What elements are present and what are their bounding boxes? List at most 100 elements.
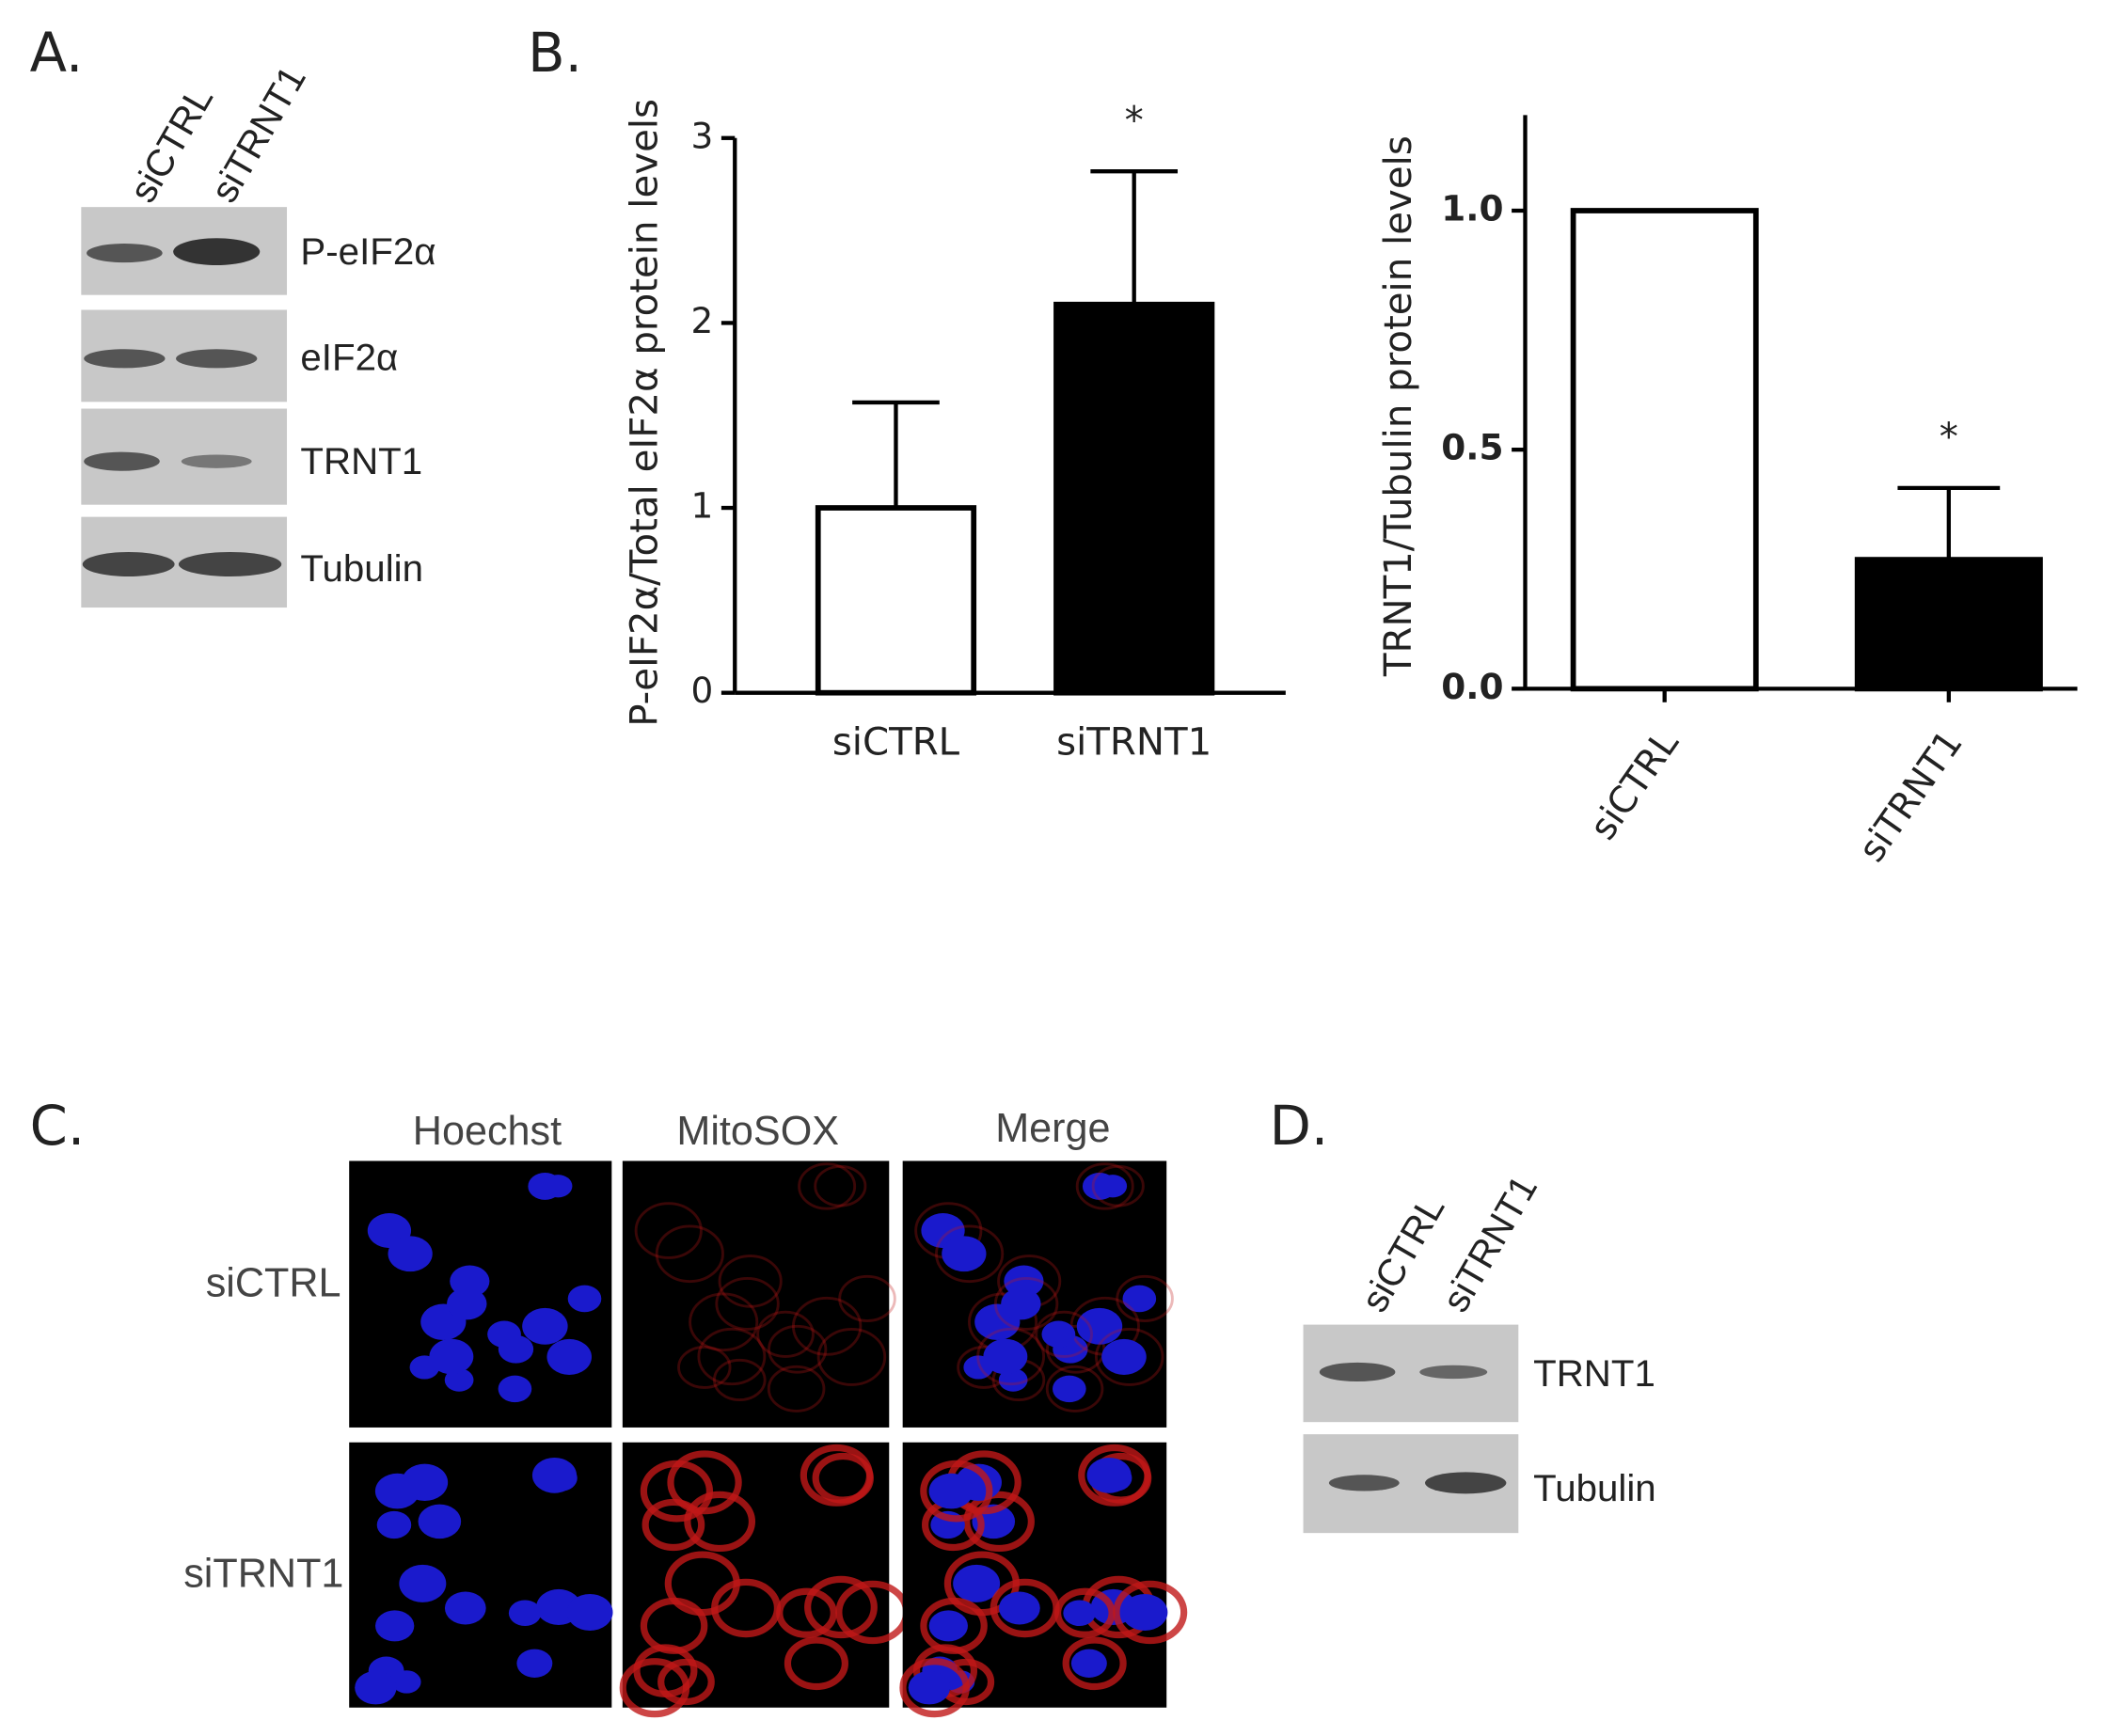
band	[84, 349, 166, 369]
panel-label: D.	[1270, 1095, 1329, 1158]
mito-signal	[976, 1327, 1046, 1386]
x-tick-label: siTRNT1	[1056, 720, 1211, 764]
mito-signal	[990, 1578, 1060, 1638]
mito-signal	[684, 1491, 756, 1553]
nucleus	[444, 1368, 474, 1392]
nucleus	[516, 1649, 553, 1678]
y-tick-label: 3	[690, 115, 713, 156]
imaging-grid: Hoechst MitoSOX Merge siCTRL siTRNT1	[183, 1106, 1188, 1718]
nucleus	[374, 1473, 420, 1509]
mito-signal	[816, 1327, 887, 1386]
nucleus	[953, 1564, 1001, 1602]
nucleus	[1086, 1457, 1132, 1493]
mito-signal	[1091, 1164, 1145, 1207]
band-label: TRNT1	[300, 440, 422, 482]
mito-signal	[1078, 1444, 1151, 1507]
mito-signal	[689, 1292, 759, 1352]
x-tick-label: siTRNT1	[1851, 723, 1972, 870]
mito-signal	[634, 1202, 703, 1259]
nucleus	[942, 1236, 987, 1272]
mito-signal	[1075, 1162, 1134, 1210]
band	[178, 552, 282, 576]
row-label: siCTRL	[206, 1260, 341, 1305]
mito-signal	[677, 1346, 732, 1389]
bar	[1570, 208, 1759, 692]
mito-signal	[963, 1491, 1035, 1553]
mito-signal	[1094, 1327, 1164, 1386]
nucleus	[1098, 1175, 1128, 1198]
nucleus	[908, 1670, 951, 1705]
nucleus	[375, 1610, 415, 1642]
x-tick-label: siCTRL	[832, 720, 960, 764]
nucleus	[1070, 1649, 1107, 1678]
bar	[1053, 301, 1215, 696]
column-label: Hoechst	[413, 1109, 562, 1154]
mito-signal	[1035, 1310, 1093, 1358]
mito-signal	[697, 1327, 767, 1386]
bar	[815, 505, 977, 696]
mito-signal	[641, 1498, 705, 1552]
lane-label: siTRNT1	[202, 59, 313, 210]
mito-signal	[1045, 1365, 1104, 1412]
band	[176, 349, 258, 369]
mito-signal	[657, 1658, 715, 1706]
nucleus	[399, 1564, 447, 1602]
nucleus	[546, 1338, 593, 1375]
band	[1328, 1475, 1400, 1491]
nucleus	[999, 1591, 1040, 1625]
nucleus	[544, 1175, 573, 1198]
nucleus	[983, 1338, 1028, 1375]
nucleus	[1041, 1320, 1076, 1349]
mito-signal	[767, 1365, 826, 1412]
band	[181, 454, 252, 468]
nucleus	[928, 1473, 974, 1509]
nucleus	[444, 1591, 486, 1625]
nucleus	[522, 1307, 568, 1345]
y-axis-label: P-eIF2α/Total eIF2α protein levels	[624, 99, 667, 727]
nucleus	[498, 1375, 532, 1403]
mito-signal	[1062, 1636, 1127, 1691]
mito-signal	[640, 1460, 714, 1523]
band-label: Tubulin	[1533, 1467, 1656, 1509]
mito-signal	[993, 1276, 1059, 1331]
mito-signal	[814, 1164, 867, 1207]
nucleus	[1063, 1600, 1096, 1627]
mito-signal	[768, 1324, 828, 1374]
annotation: *	[1125, 99, 1144, 142]
mito-signal	[711, 1578, 782, 1638]
nucleus	[429, 1338, 474, 1375]
nucleus	[1076, 1307, 1123, 1345]
column-label: Merge	[995, 1106, 1110, 1151]
nucleus	[418, 1504, 462, 1539]
nucleus	[1001, 1287, 1041, 1320]
nucleus	[487, 1320, 521, 1349]
panel-label: A.	[30, 22, 84, 85]
band-label: Tubulin	[300, 547, 423, 590]
mito-signal	[1113, 1580, 1188, 1645]
band	[1419, 1365, 1488, 1380]
nucleus	[1101, 1338, 1147, 1375]
y-tick-label: 0.5	[1441, 427, 1503, 468]
nucleus	[1121, 1593, 1168, 1631]
band	[173, 238, 261, 266]
bar	[1854, 557, 2043, 692]
band-label: TRNT1	[1533, 1352, 1655, 1395]
mito-signal	[804, 1575, 878, 1639]
band	[82, 552, 175, 576]
nucleus	[388, 1236, 433, 1272]
micrograph	[622, 1160, 890, 1428]
y-tick-label: 0.0	[1441, 666, 1503, 707]
mito-signal	[899, 1658, 970, 1718]
column-label: MitoSOX	[676, 1109, 839, 1154]
y-tick-label: 0	[690, 670, 713, 711]
mito-signal	[712, 1358, 767, 1401]
mito-signal	[791, 1296, 863, 1356]
band	[1425, 1472, 1507, 1494]
mito-signal	[619, 1658, 690, 1718]
mito-signal	[633, 1644, 698, 1697]
band-label: eIF2α	[300, 336, 398, 378]
nucleus	[1053, 1375, 1086, 1403]
annotation: *	[1940, 416, 1958, 459]
nucleus	[531, 1457, 578, 1493]
